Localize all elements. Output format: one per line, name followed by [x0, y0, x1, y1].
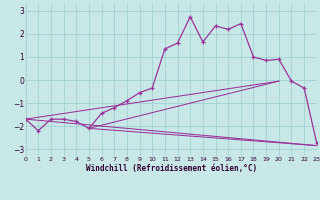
X-axis label: Windchill (Refroidissement éolien,°C): Windchill (Refroidissement éolien,°C): [86, 164, 257, 173]
